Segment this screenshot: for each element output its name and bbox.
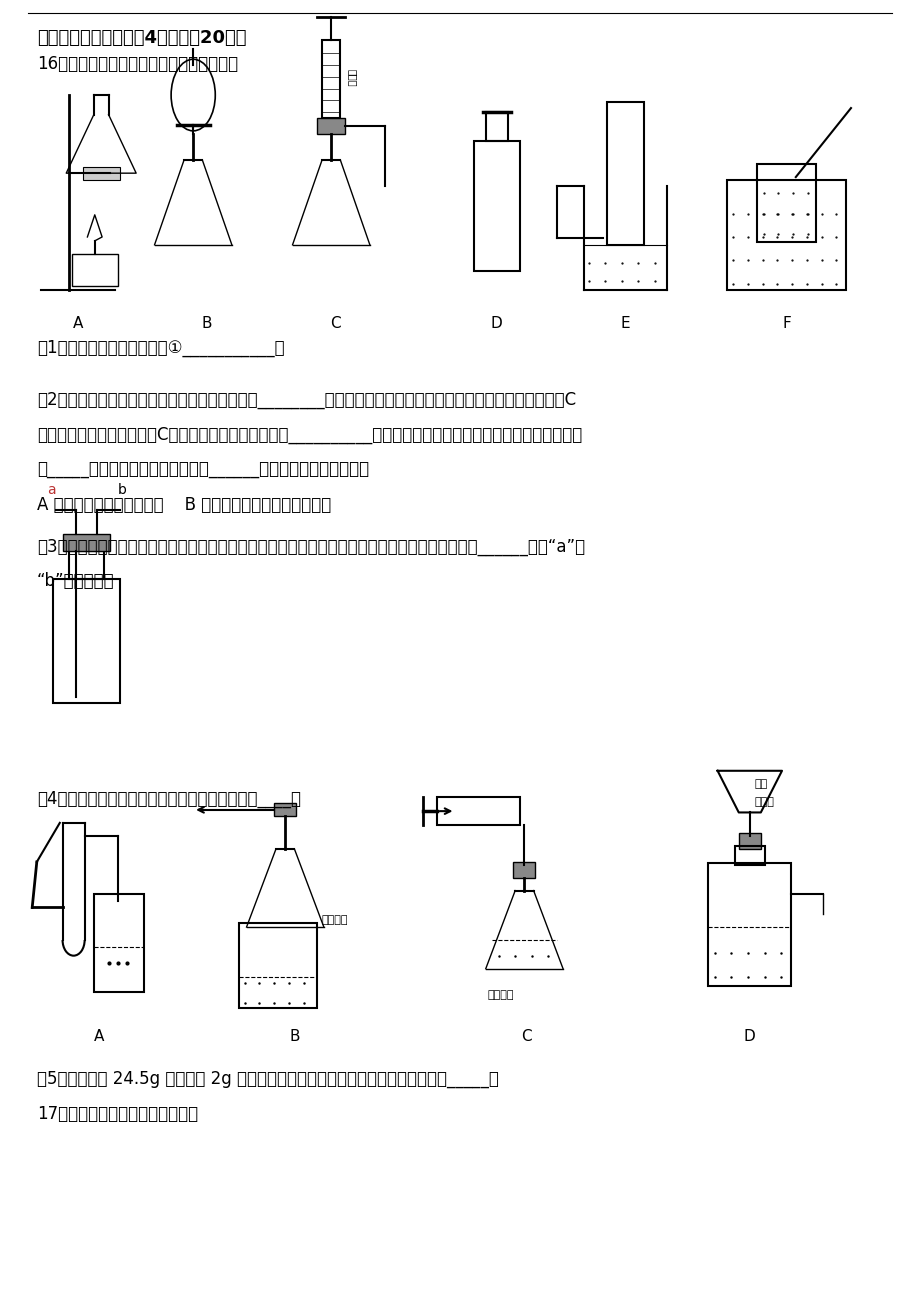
Text: A: A (94, 1029, 105, 1044)
Text: 液注上升: 液注上升 (322, 915, 348, 926)
Text: 二、填空题（本大题兲4小题，內20分）: 二、填空题（本大题兲4小题，內20分） (37, 29, 246, 47)
Bar (62, 534, 110, 551)
Bar (322, 40, 340, 118)
Text: D: D (491, 316, 502, 332)
Text: （5）充分加热 24.5g 氯酸钔和 2g 二氧化锔的混合物，可以得到氧气的质量是多少_____？: （5）充分加热 24.5g 氯酸钔和 2g 二氧化锔的混合物，可以得到氧气的质量… (37, 1070, 498, 1088)
Bar (607, 102, 643, 245)
Bar (513, 862, 535, 878)
Bar (72, 254, 118, 286)
Text: B: B (289, 1029, 300, 1044)
Bar (53, 579, 119, 703)
Text: 17．小明用蜡烛进行了下列活动。: 17．小明用蜡烛进行了下列活动。 (37, 1105, 198, 1124)
Bar (94, 894, 144, 992)
Text: D: D (743, 1029, 754, 1044)
Text: a: a (47, 483, 56, 497)
Bar (69, 551, 104, 579)
Bar (317, 118, 345, 134)
Text: 注射器: 注射器 (347, 69, 357, 87)
Bar (239, 923, 317, 1008)
Text: B: B (201, 316, 212, 332)
Text: 不下降: 不下降 (754, 797, 774, 807)
Text: 装置作为发生装置，你认为C装置中使用注射器的优点是__________。若要得到较为纯净的氧气，应选用的收集装置: 装置作为发生装置，你认为C装置中使用注射器的优点是__________。若要得到… (37, 426, 582, 444)
Text: b: b (118, 483, 127, 497)
Bar (437, 797, 519, 825)
Text: “b”）端进入。: “b”）端进入。 (37, 572, 114, 590)
Text: C: C (330, 316, 341, 332)
Bar (738, 833, 760, 849)
Bar (473, 141, 519, 271)
Text: （4）下列装置操作图中不能用于检查气密性的是____。: （4）下列装置操作图中不能用于检查气密性的是____。 (37, 790, 301, 809)
Bar (756, 164, 815, 242)
Bar (274, 803, 296, 816)
Text: A 将导管伸入集气瓶底部时    B 待导管口气泡连续均匀冒出时: A 将导管伸入集气瓶底部时 B 待导管口气泡连续均匀冒出时 (37, 496, 331, 514)
Text: C: C (520, 1029, 531, 1044)
Text: （1）写出标号仪器的名称：①___________。: （1）写出标号仪器的名称：①___________。 (37, 339, 284, 357)
Text: （2）实验室用高锶酸钔制取氧气的化学方程式是________。实验室用过氧化氢溶液和二氧化锔制取氧气，若选用C: （2）实验室用高锶酸钔制取氧气的化学方程式是________。实验室用过氧化氢溶… (37, 391, 575, 409)
Text: 液面: 液面 (754, 779, 766, 789)
Text: A: A (73, 316, 84, 332)
Bar (485, 112, 507, 141)
Text: F: F (781, 316, 790, 332)
Text: （3）如图所示装置用途广泛，若其中装满水，并连接量筒，可用于测定氢气的体积，此时氢气应从______（填“a”或: （3）如图所示装置用途广泛，若其中装满水，并连接量筒，可用于测定氢气的体积，此时… (37, 538, 584, 556)
Bar (708, 863, 790, 986)
Bar (83, 167, 119, 180)
Text: 16．根据下列实验装置图，回答有关问题：: 16．根据下列实验装置图，回答有关问题： (37, 55, 238, 73)
Text: 是_____。用该装置收集氧气时，应______（填字母）便开始收集。: 是_____。用该装置收集氧气时，应______（填字母）便开始收集。 (37, 461, 369, 479)
Bar (726, 180, 845, 290)
Text: 液柱上升: 液柱上升 (487, 990, 514, 1000)
Bar (734, 846, 764, 865)
Text: E: E (620, 316, 630, 332)
